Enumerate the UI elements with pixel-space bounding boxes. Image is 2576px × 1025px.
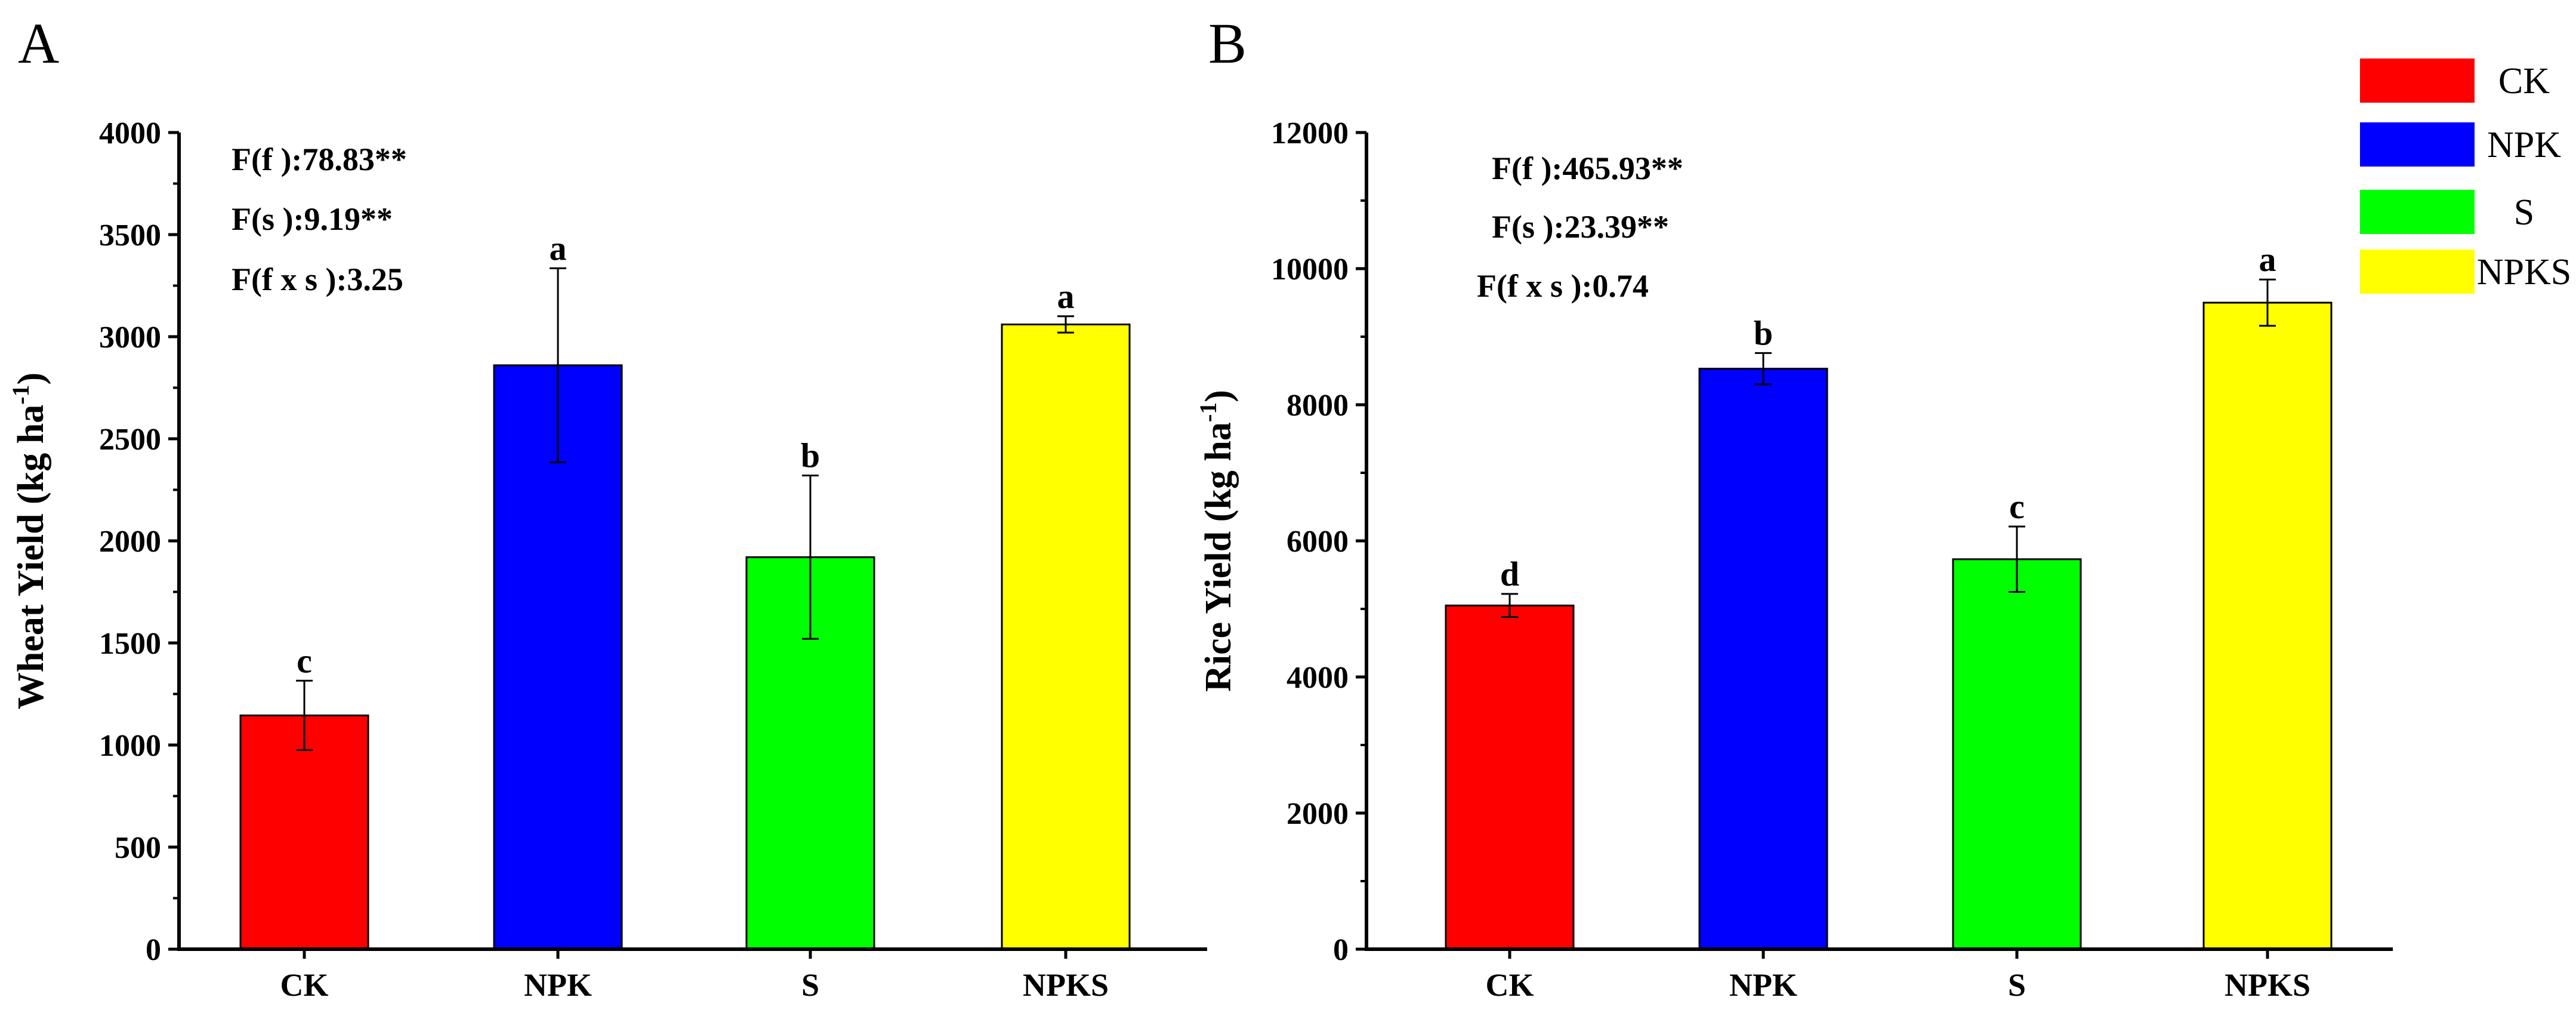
significance-letter: a (2259, 240, 2276, 279)
legend-swatch-s (2360, 190, 2475, 234)
legend-swatch-ck (2360, 59, 2475, 103)
y-tick-label: 1000 (99, 729, 161, 763)
y-tick-label: 2000 (99, 525, 161, 559)
bar-ck (1445, 604, 1575, 950)
x-tick-label: NPKS (2225, 967, 2310, 1003)
annotation-f-straw: F(s ):9.19** (232, 201, 393, 237)
panel-label: B (1208, 11, 1247, 75)
y-tick-label: 500 (115, 831, 161, 865)
annotation-f-fertilizer: F(f ):465.93** (1492, 150, 1683, 186)
panel-label: A (18, 11, 59, 75)
panel-a-marks: 0 500 1000 1500 2000 2500 3000 3500 4000 c CK a NPK b… (99, 116, 1131, 1003)
bar-npks (1001, 323, 1131, 950)
y-tick-label: 3500 (99, 218, 161, 253)
legend-swatch-npk (2360, 122, 2475, 167)
panel-a: A 0 500 1000 1500 2000 2500 3000 3500 4000 c CK a NP… (7, 11, 1207, 1003)
y-tick-label: 8000 (1287, 389, 1349, 423)
x-tick-label: S (801, 967, 819, 1003)
panel-b-marks: 0 2000 4000 6000 8000 10000 12000 d CK b NPK c Sa NPK… (1271, 116, 2333, 1003)
y-tick-label: 0 (146, 933, 161, 967)
legend-label-ck: CK (2498, 61, 2550, 101)
y-tick-label: 12000 (1271, 116, 1349, 150)
y-tick-label: 2500 (99, 423, 161, 457)
y-tick-label: 1500 (99, 627, 161, 661)
annotation-f-fertilizer: F(f ):78.83** (232, 141, 407, 177)
y-tick-label: 0 (1333, 933, 1349, 967)
x-tick-label: CK (1486, 967, 1534, 1003)
annotation-f-interaction: F(f x s ):3.25 (232, 261, 403, 297)
annotation-f-interaction: F(f x s ):0.74 (1477, 268, 1649, 304)
legend-label-npk: NPK (2487, 125, 2561, 165)
significance-letter: a (1057, 277, 1075, 316)
x-tick-label: NPKS (1023, 967, 1109, 1003)
significance-letter: c (297, 641, 312, 680)
significance-letter: a (550, 229, 567, 267)
significance-letter: b (1754, 313, 1773, 352)
x-tick-label: NPK (1729, 967, 1797, 1003)
bar-npks (2202, 301, 2333, 950)
y-tick-label: 10000 (1271, 253, 1349, 287)
y-axis-title: Rice Yield (kg ha-1) (1195, 390, 1239, 692)
x-tick-label: S (2008, 967, 2026, 1003)
annotation-f-straw: F(s ):23.39** (1492, 209, 1669, 245)
legend-label-npks: NPKS (2477, 252, 2572, 293)
significance-letter: b (801, 436, 820, 475)
y-tick-label: 2000 (1287, 797, 1349, 831)
significance-letter: c (2009, 487, 2025, 526)
legend-label-s: S (2514, 192, 2534, 233)
x-tick-label: CK (280, 967, 329, 1003)
legend: CK NPK S NPKS (2360, 59, 2571, 294)
legend-swatch-npks (2360, 250, 2475, 294)
bar-ck (239, 714, 369, 950)
y-tick-label: 3000 (99, 321, 161, 355)
y-tick-label: 4000 (99, 116, 161, 150)
y-axis-title: Wheat Yield (kg ha-1) (7, 373, 51, 709)
bar-npk (1698, 368, 1828, 950)
y-tick-label: 4000 (1287, 661, 1349, 695)
bar-s (1952, 558, 2082, 950)
y-tick-label: 6000 (1287, 525, 1349, 559)
x-tick-label: NPK (524, 967, 592, 1003)
panel-b: B 0 2000 4000 6000 8000 10000 12000 d CK b NPK c Sa N… (1195, 11, 2393, 1003)
significance-letter: d (1500, 555, 1519, 593)
